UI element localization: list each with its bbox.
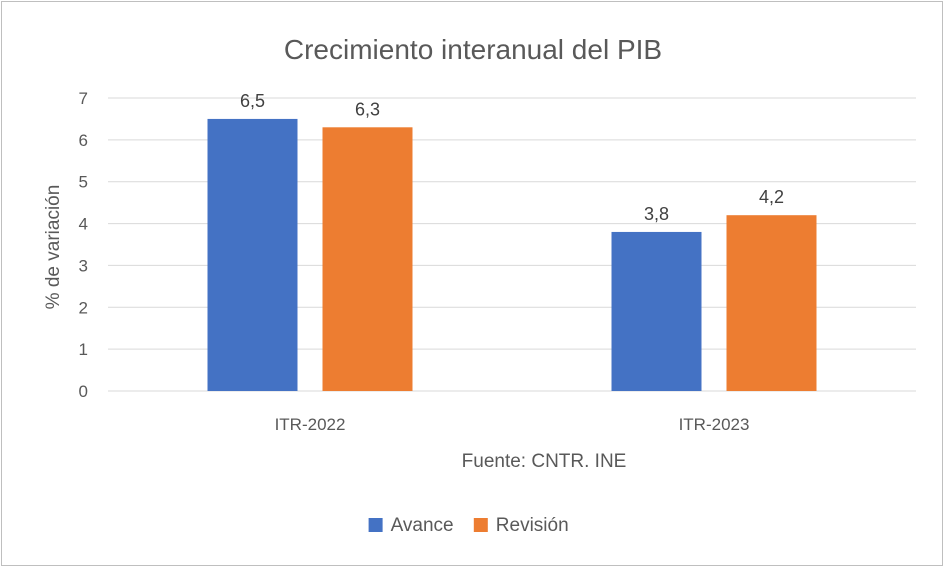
y-tick-label: 1 xyxy=(79,340,88,359)
y-axis-label: % de variación xyxy=(43,185,64,310)
data-labels: 6,5 6,3 3,8 4,2 xyxy=(240,91,784,224)
x-axis-categories: ITR-2022 ITR-2023 xyxy=(275,415,750,434)
y-tick-label: 6 xyxy=(79,131,88,150)
chart-title: Crecimiento interanual del PIB xyxy=(284,34,662,65)
data-label: 6,3 xyxy=(355,99,380,119)
data-label: 4,2 xyxy=(759,187,784,207)
bar-revisión-itr-2022 xyxy=(322,127,413,392)
legend-label: Revisión xyxy=(496,515,569,536)
x-category-label: ITR-2022 xyxy=(275,415,346,434)
y-tick-label: 3 xyxy=(79,256,88,275)
bar-avance-itr-2023 xyxy=(611,231,702,391)
bar-avance-itr-2022 xyxy=(207,118,298,391)
y-tick-label: 5 xyxy=(79,173,88,192)
legend-swatch-revisión xyxy=(473,518,488,532)
y-tick-label: 0 xyxy=(79,382,88,401)
y-tick-label: 7 xyxy=(79,89,88,108)
legend-swatch-avance xyxy=(368,518,383,532)
bar-revisión-itr-2023 xyxy=(726,215,817,391)
y-axis-ticks: 0 1 2 3 4 5 6 7 xyxy=(79,89,88,401)
y-tick-label: 4 xyxy=(79,215,88,234)
data-label: 6,5 xyxy=(240,91,265,111)
x-category-label: ITR-2023 xyxy=(679,415,750,434)
data-label: 3,8 xyxy=(644,204,669,224)
y-tick-label: 2 xyxy=(79,298,88,317)
legend-label: Avance xyxy=(391,515,454,536)
legend: Avance Revisión xyxy=(368,515,569,536)
source-note: Fuente: CNTR. INE xyxy=(462,451,627,472)
bars xyxy=(207,118,817,392)
